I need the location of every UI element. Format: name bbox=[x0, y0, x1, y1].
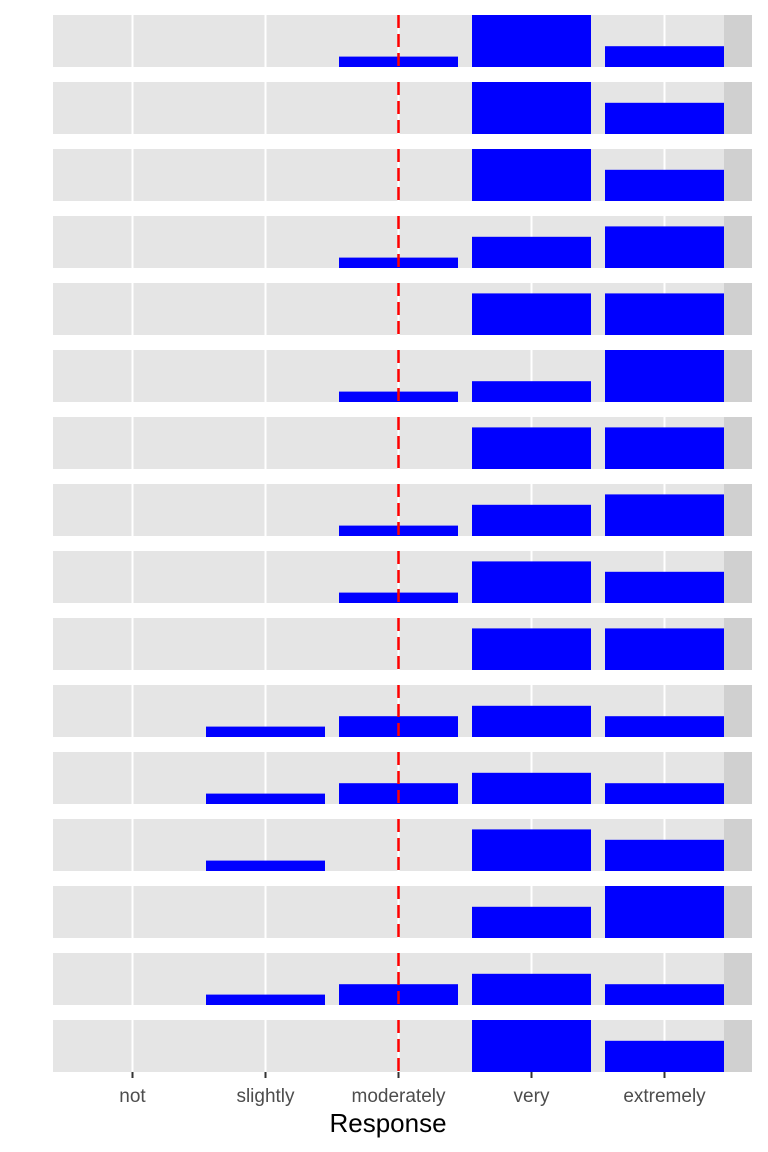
panel bbox=[53, 417, 752, 469]
panel-strip bbox=[724, 350, 752, 402]
bar bbox=[472, 427, 591, 469]
panel-strip bbox=[724, 618, 752, 670]
bar bbox=[605, 427, 724, 469]
bar bbox=[605, 886, 724, 938]
bar bbox=[472, 906, 591, 938]
panel bbox=[53, 551, 752, 603]
panel-strip bbox=[724, 752, 752, 804]
panel bbox=[53, 685, 752, 737]
panel bbox=[53, 886, 752, 938]
bar bbox=[605, 716, 724, 737]
bar bbox=[472, 1020, 591, 1072]
bar bbox=[472, 628, 591, 670]
bar bbox=[605, 46, 724, 67]
panel-strip bbox=[724, 484, 752, 536]
panel bbox=[53, 283, 752, 335]
bar bbox=[206, 793, 325, 804]
panel-strip bbox=[724, 551, 752, 603]
x-tick-label: extremely bbox=[623, 1086, 706, 1107]
bar bbox=[472, 293, 591, 335]
bar bbox=[472, 15, 591, 67]
bar bbox=[605, 494, 724, 536]
bar bbox=[472, 772, 591, 804]
panel bbox=[53, 618, 752, 670]
bar bbox=[206, 994, 325, 1005]
bar bbox=[472, 504, 591, 536]
bar bbox=[472, 82, 591, 134]
bar bbox=[605, 628, 724, 670]
bar bbox=[605, 169, 724, 201]
bar bbox=[605, 102, 724, 134]
bar bbox=[605, 783, 724, 804]
bar bbox=[206, 860, 325, 871]
panel bbox=[53, 1020, 752, 1072]
panel bbox=[53, 82, 752, 134]
x-tick-label: very bbox=[514, 1086, 550, 1107]
panel-strip bbox=[724, 417, 752, 469]
panel-strip bbox=[724, 15, 752, 67]
panel-strip bbox=[724, 216, 752, 268]
bar bbox=[206, 726, 325, 737]
bar bbox=[472, 149, 591, 201]
panel bbox=[53, 149, 752, 201]
bar bbox=[472, 561, 591, 603]
panel bbox=[53, 15, 752, 67]
panel bbox=[53, 953, 752, 1005]
x-tick-label: not bbox=[119, 1086, 146, 1107]
panel bbox=[53, 350, 752, 402]
x-tick-label: moderately bbox=[352, 1086, 446, 1107]
panels-group bbox=[53, 15, 752, 1072]
panel-strip bbox=[724, 82, 752, 134]
panel bbox=[53, 752, 752, 804]
panel-strip bbox=[724, 149, 752, 201]
bar bbox=[605, 839, 724, 871]
bar bbox=[472, 973, 591, 1005]
bar bbox=[472, 829, 591, 871]
bar bbox=[472, 705, 591, 737]
panel bbox=[53, 819, 752, 871]
panel-strip bbox=[724, 819, 752, 871]
bar bbox=[472, 381, 591, 402]
panel bbox=[53, 216, 752, 268]
panel-strip bbox=[724, 685, 752, 737]
bar bbox=[605, 571, 724, 603]
bar bbox=[605, 293, 724, 335]
bar bbox=[605, 984, 724, 1005]
bar bbox=[605, 350, 724, 402]
x-tick-label: slightly bbox=[236, 1086, 295, 1107]
panel-strip bbox=[724, 953, 752, 1005]
bar bbox=[605, 1040, 724, 1072]
bar bbox=[605, 226, 724, 268]
x-axis-title: Response bbox=[329, 1108, 446, 1138]
panel-strip bbox=[724, 283, 752, 335]
bar bbox=[472, 236, 591, 268]
panel-strip bbox=[724, 886, 752, 938]
panel-strip bbox=[724, 1020, 752, 1072]
x-axis: not slightly moderately very extremely bbox=[119, 1072, 706, 1107]
panel bbox=[53, 484, 752, 536]
